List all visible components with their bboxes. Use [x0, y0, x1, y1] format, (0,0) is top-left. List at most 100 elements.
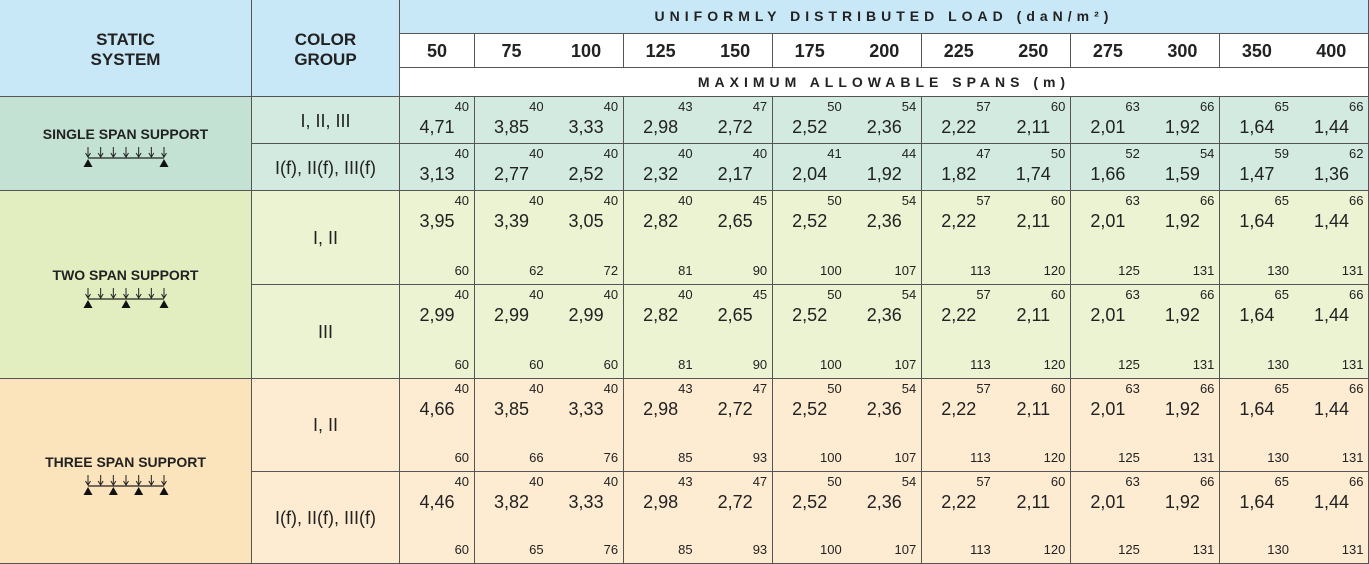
value-cell: 50 2,52 100	[772, 285, 848, 379]
span-value: 3,13	[419, 164, 455, 184]
bottom-value: 113	[970, 357, 991, 372]
bottom-value: 100	[820, 542, 842, 557]
top-value: 40	[603, 473, 619, 489]
value-cell: 50 1,74	[996, 144, 1072, 191]
load-value: 300	[1167, 41, 1198, 61]
value-cell: 40 2,99 60	[400, 285, 476, 379]
value-cell: 40 3,05 72	[549, 191, 625, 285]
value-cell: 57 2,22	[921, 97, 997, 144]
bottom-value: 65	[529, 542, 544, 557]
span-value: 1,64	[1239, 491, 1275, 512]
span-value: 1,59	[1164, 164, 1200, 184]
load-header: 225	[921, 34, 997, 68]
value-cell: 63 2,01 125	[1070, 285, 1146, 379]
load-header: 350	[1219, 34, 1295, 68]
top-value: 57	[976, 381, 991, 396]
top-value: 40	[454, 473, 470, 489]
value-cell: 60 2,11	[996, 97, 1072, 144]
value-cell: 40 4,46 60	[400, 471, 476, 564]
top-value: 57	[976, 99, 991, 114]
span-value: 2,72	[717, 399, 753, 419]
span-value: 3,39	[494, 211, 530, 231]
bottom-value: 120	[1043, 357, 1066, 372]
bottom-value: 60	[529, 357, 544, 372]
value-cell: 40 2,32	[623, 144, 699, 191]
static-system-cell: TWO SPAN SUPPORT	[0, 191, 252, 379]
load-header: 50	[400, 34, 476, 68]
group-label: I, II	[312, 228, 338, 248]
span-value: 2,52	[568, 164, 604, 184]
span-value: 1,82	[941, 164, 977, 184]
load-value: 250	[1018, 41, 1049, 61]
beam-icon	[83, 288, 169, 308]
span-value: 4,46	[419, 491, 455, 512]
load-value: 150	[720, 41, 751, 61]
span-value: 2,36	[866, 305, 902, 325]
load-value: 275	[1092, 41, 1123, 61]
value-cell: 45 2,65 90	[698, 285, 774, 379]
static-system-cell: SINGLE SPAN SUPPORT	[0, 97, 252, 191]
span-value: 1,66	[1090, 164, 1126, 184]
top-value: 40	[603, 381, 619, 396]
top-value: 50	[827, 473, 842, 489]
top-value: 60	[1050, 473, 1066, 489]
bottom-value: 60	[603, 357, 619, 372]
bottom-value: 120	[1043, 542, 1066, 557]
color-group-header: COLOR GROUP	[252, 0, 400, 97]
system-name: THREE SPAN SUPPORT	[45, 453, 206, 470]
value-cell: 57 2,22 113	[921, 471, 997, 564]
top-value: 40	[603, 193, 619, 208]
top-value: 43	[678, 381, 693, 396]
bottom-value: 131	[1192, 263, 1215, 278]
top-value: 40	[454, 99, 470, 114]
value-cell: 40 2,82 81	[623, 285, 699, 379]
value-cell: 65 1,64 130	[1219, 379, 1295, 472]
beam-icon	[83, 147, 169, 167]
bottom-value: 107	[894, 263, 917, 278]
load-value: 350	[1241, 41, 1272, 61]
value-cell: 65 1,64 130	[1219, 191, 1295, 285]
value-cell: 57 2,22 113	[921, 191, 997, 285]
value-cell: 63 2,01 125	[1070, 379, 1146, 472]
bottom-value: 60	[454, 449, 470, 465]
span-value: 1,64	[1239, 399, 1275, 419]
load-header: 400	[1294, 34, 1369, 68]
top-value: 40	[603, 287, 619, 302]
bottom-value: 76	[603, 542, 619, 557]
static-system-header: STATIC SYSTEM	[0, 0, 252, 97]
top-value: 66	[1199, 99, 1215, 114]
value-cell: 63 2,01 125	[1070, 471, 1146, 564]
bottom-value: 62	[529, 263, 544, 278]
top-value: 43	[678, 473, 693, 489]
span-value: 2,52	[792, 117, 828, 137]
value-cell: 54 2,36 107	[847, 191, 923, 285]
value-cell: 54 1,59	[1145, 144, 1221, 191]
span-value: 3,82	[494, 491, 530, 512]
span-value: 3,33	[568, 399, 604, 419]
top-value: 40	[603, 99, 619, 114]
load-header: 100	[549, 34, 625, 68]
value-cell: 43 2,98 85	[623, 379, 699, 472]
system-name: TWO SPAN SUPPORT	[52, 267, 199, 283]
bottom-value: 100	[820, 357, 842, 372]
span-value: 2,99	[568, 305, 604, 325]
bottom-value: 76	[603, 449, 619, 465]
bottom-value: 131	[1192, 542, 1215, 557]
group-label: I, II, III	[300, 110, 351, 131]
value-cell: 40 3,85	[474, 97, 550, 144]
span-value: 3,95	[419, 211, 455, 231]
span-value: 2,36	[866, 117, 902, 137]
span-value: 3,85	[494, 117, 530, 137]
bottom-value: 131	[1192, 449, 1215, 465]
load-header: 125	[623, 34, 699, 68]
top-value: 66	[1349, 473, 1364, 489]
span-value: 3,85	[494, 399, 530, 419]
value-cell: 63 2,01	[1070, 97, 1146, 144]
top-value: 65	[1274, 381, 1289, 396]
value-cell: 66 1,92 131	[1145, 191, 1221, 285]
span-value: 2,99	[494, 305, 530, 325]
top-value: 57	[976, 193, 991, 208]
top-value: 45	[752, 193, 768, 208]
span-value: 2,72	[717, 491, 753, 512]
bottom-value: 60	[454, 357, 470, 372]
